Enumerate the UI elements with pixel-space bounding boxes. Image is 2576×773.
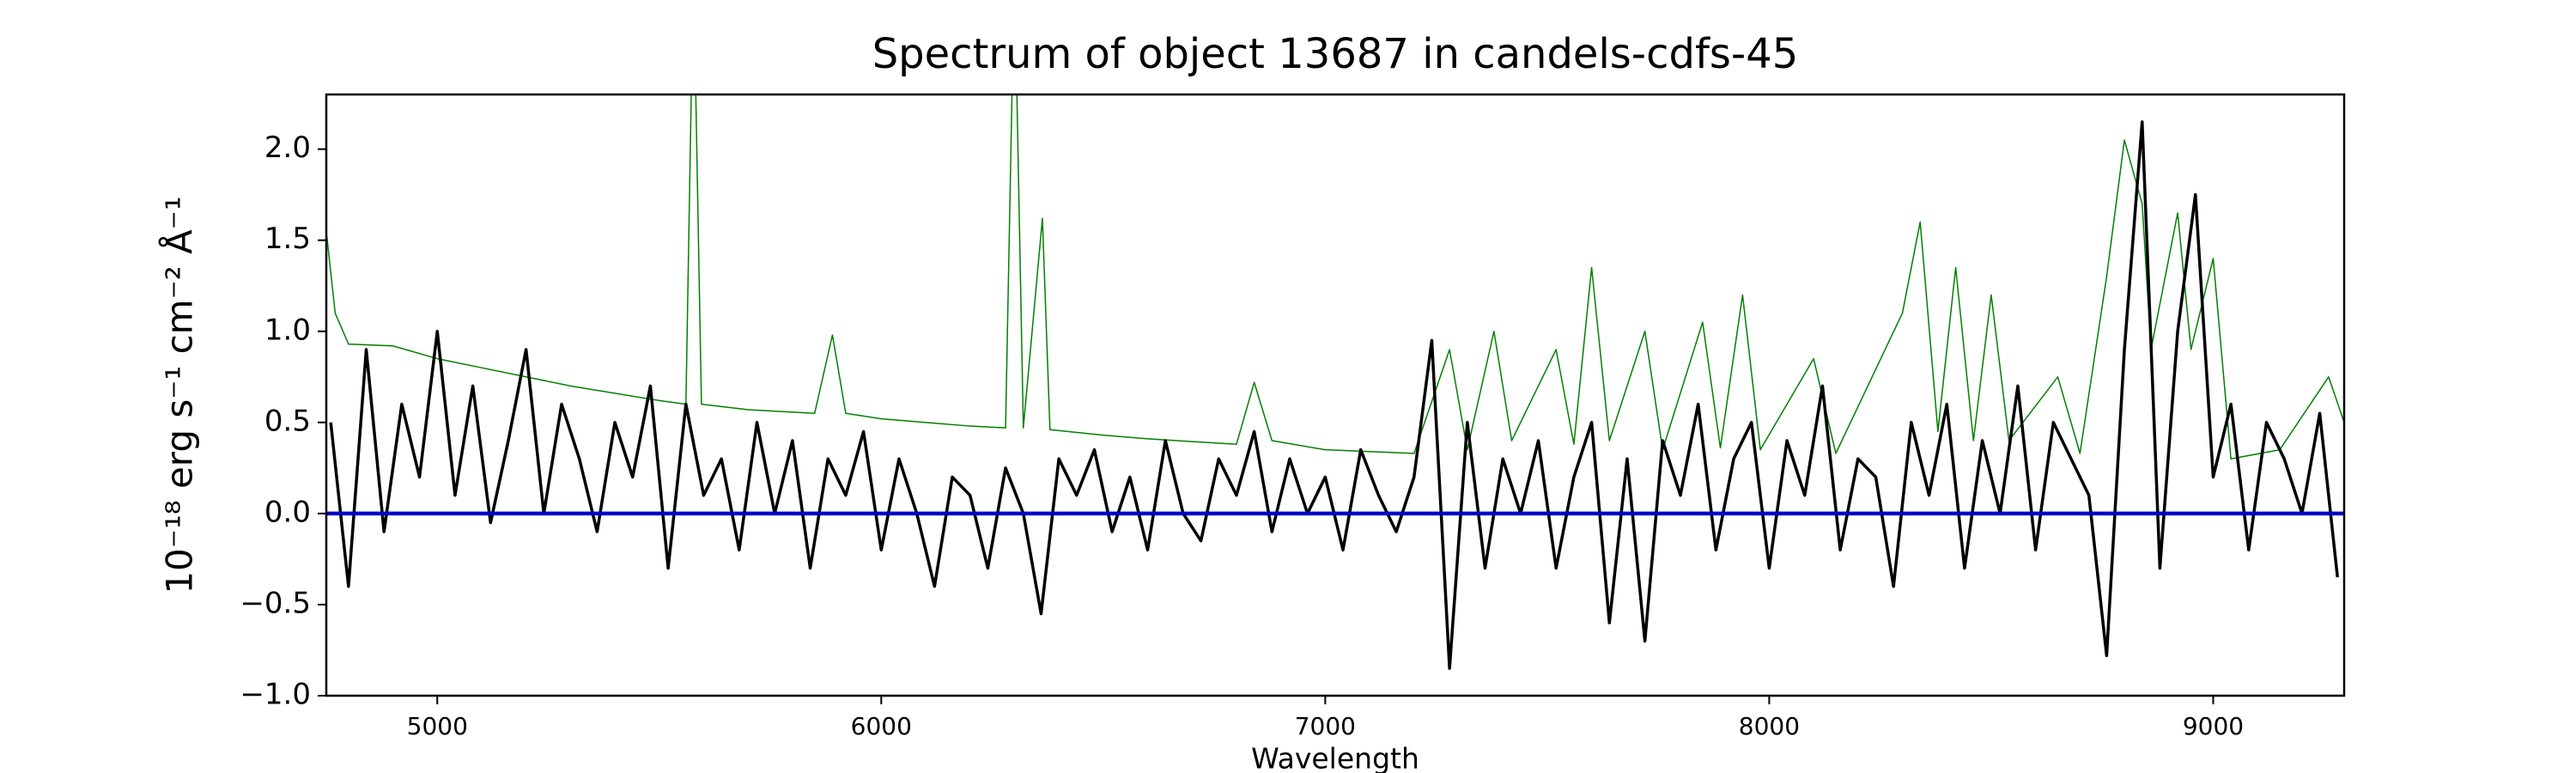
axes-frame [325, 93, 2346, 697]
x-tick-label: 6000 [851, 712, 912, 740]
y-tick-label: 0.0 [264, 495, 311, 529]
x-axis-label: Wavelength [1251, 742, 1419, 773]
spectrum-line [326, 94, 2344, 460]
x-tick-label: 9000 [2183, 712, 2244, 740]
chart-title: Spectrum of object 13687 in candels-cdfs… [872, 30, 1799, 78]
x-tick-label: 8000 [1739, 712, 1800, 740]
y-tick-label: 0.5 [264, 404, 311, 438]
plot-area [326, 94, 2344, 670]
x-tick-label: 5000 [407, 712, 468, 740]
y-tick-label: −1.0 [240, 678, 311, 712]
y-tick-label: −0.5 [240, 586, 311, 620]
x-tick-label: 7000 [1295, 712, 1356, 740]
y-axis-label: 10⁻¹⁸ erg s⁻¹ cm⁻² Å⁻¹ [158, 196, 201, 593]
y-tick-label: 2.0 [264, 131, 311, 165]
y-tick-label: 1.5 [264, 222, 311, 256]
y-tick-label: 1.0 [264, 313, 311, 347]
